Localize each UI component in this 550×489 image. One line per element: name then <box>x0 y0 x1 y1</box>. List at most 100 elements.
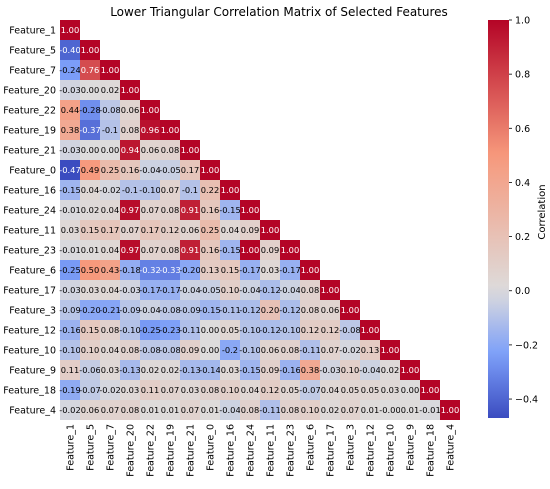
cell-value-label: 0.06 <box>141 145 159 155</box>
cell-value-label: 0.07 <box>141 205 159 215</box>
heatmap-cell <box>360 360 380 380</box>
cell-value-label: -0.25 <box>59 265 80 275</box>
cell-value-label: 0.09 <box>241 225 259 235</box>
cell-value-label: 0.01 <box>81 245 99 255</box>
x-tick-label: Feature_24 <box>246 424 257 477</box>
heatmap-cell <box>260 260 280 280</box>
cell-value-label: -0.25 <box>139 325 160 335</box>
cell-value-label: 0.07 <box>181 405 199 415</box>
colorbar-label: Correlation <box>537 184 548 239</box>
heatmap-cell <box>100 100 120 120</box>
heatmap-cell <box>140 380 160 400</box>
heatmap-cell <box>220 220 240 240</box>
cell-value-label: -0.12 <box>259 325 280 335</box>
cell-value-label: -0.09 <box>119 305 140 315</box>
heatmap-cell <box>320 300 340 320</box>
heatmap-cell <box>300 360 320 380</box>
heatmap-cell <box>260 360 280 380</box>
heatmap-cell <box>160 380 180 400</box>
heatmap-cell <box>140 220 160 240</box>
heatmap-cell <box>100 320 120 340</box>
heatmap-cell <box>120 140 140 160</box>
cell-value-label: 0.03 <box>101 365 119 375</box>
cell-value-label: 0.44 <box>61 105 79 115</box>
heatmap-cell <box>220 300 240 320</box>
cell-value-label: 0.17 <box>141 225 159 235</box>
cell-value-label: 0.07 <box>141 245 159 255</box>
cell-value-label: 1.00 <box>181 145 199 155</box>
heatmap-cell <box>200 360 220 380</box>
heatmap-cell <box>280 320 300 340</box>
heatmap-cell <box>100 200 120 220</box>
heatmap-cell <box>60 60 80 80</box>
heatmap-cell <box>60 320 80 340</box>
heatmap-cell <box>100 400 120 420</box>
heatmap-cell <box>200 240 220 260</box>
heatmap-cell <box>180 380 200 400</box>
y-tick-label: Feature_10 <box>3 346 56 357</box>
cell-value-label: 0.17 <box>101 225 119 235</box>
cell-value-label: -0.47 <box>59 165 80 175</box>
cell-value-label: 0.01 <box>201 405 219 415</box>
cell-value-label: 0.03 <box>381 385 399 395</box>
heatmap-cell <box>240 220 260 240</box>
heatmap-cell <box>120 120 140 140</box>
heatmap-cell <box>80 80 100 100</box>
heatmap-cell <box>180 140 200 160</box>
cell-value-label: 0.10 <box>301 405 319 415</box>
x-tick-label: Feature_7 <box>106 424 117 471</box>
cell-value-label: -0.17 <box>159 285 180 295</box>
heatmap-cell <box>400 400 420 420</box>
cell-value-label: -0.12 <box>239 305 260 315</box>
heatmap-cell <box>140 400 160 420</box>
heatmap-cell <box>120 360 140 380</box>
heatmap-cell <box>180 280 200 300</box>
heatmap-cell <box>80 220 100 240</box>
cell-value-label: 0.02 <box>321 405 339 415</box>
heatmap-cell <box>320 280 340 300</box>
heatmap-cell <box>160 120 180 140</box>
heatmap-cell <box>100 160 120 180</box>
cell-value-label: -0.13 <box>179 365 200 375</box>
heatmap-cell <box>80 140 100 160</box>
cell-value-label: -0.21 <box>99 305 120 315</box>
cell-value-label: 0.49 <box>81 165 99 175</box>
cell-value-label: 1.00 <box>281 245 299 255</box>
heatmap-cell <box>200 180 220 200</box>
cell-value-label: -0.04 <box>279 285 300 295</box>
cell-value-label: 0.08 <box>301 285 319 295</box>
heatmap-cell <box>80 120 100 140</box>
cell-value-label: 0.43 <box>101 265 119 275</box>
cell-value-label: 0.06 <box>261 345 279 355</box>
cell-value-label: -0.11 <box>179 325 200 335</box>
cell-value-label: 0.38 <box>61 125 79 135</box>
cell-value-label: 0.04 <box>101 245 119 255</box>
heatmap-cell <box>200 200 220 220</box>
cell-value-label: 0.02 <box>141 365 159 375</box>
x-tick-label: Feature_20 <box>126 424 137 477</box>
cell-value-label: -0.17 <box>139 285 160 295</box>
heatmap-cell <box>200 280 220 300</box>
heatmap-cell <box>60 180 80 200</box>
cell-value-label: 0.00 <box>401 385 419 395</box>
cell-value-label: -0.03 <box>59 145 80 155</box>
cell-value-label: -0.05 <box>159 165 180 175</box>
cell-value-label: 0.00 <box>81 145 99 155</box>
y-tick-label: Feature_23 <box>3 246 56 257</box>
cell-value-label: 0.15 <box>81 325 99 335</box>
heatmap-cell <box>240 400 260 420</box>
heatmap-cell <box>80 100 100 120</box>
heatmap-cell <box>220 200 240 220</box>
heatmap-cell <box>200 160 220 180</box>
cell-value-label: -0.02 <box>99 185 120 195</box>
cell-value-label: -0.40 <box>59 45 80 55</box>
heatmap-cell <box>300 280 320 300</box>
cell-value-label: -0.07 <box>79 385 100 395</box>
cell-value-label: 0.08 <box>121 405 139 415</box>
heatmap-cell <box>120 180 140 200</box>
cell-value-label: 0.96 <box>141 125 159 135</box>
cell-value-label: -0.04 <box>179 285 200 295</box>
cell-value-label: -0.07 <box>299 385 320 395</box>
heatmap-cell <box>140 280 160 300</box>
cell-value-label: -0.15 <box>59 185 80 195</box>
